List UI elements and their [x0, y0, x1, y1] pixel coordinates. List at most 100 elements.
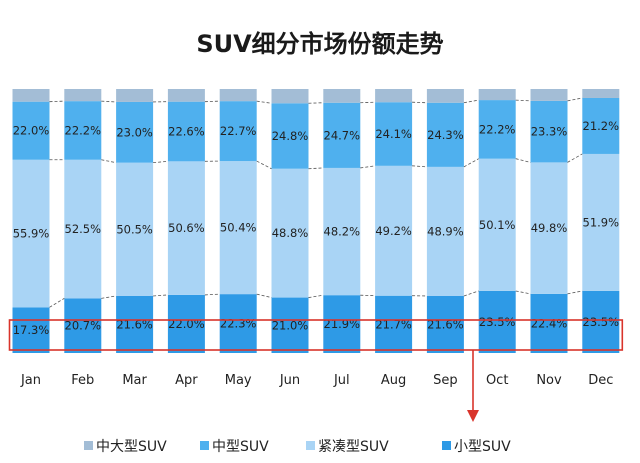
bar-compact-apr — [167, 161, 205, 295]
x-tick-label-apr: Apr — [175, 373, 198, 388]
bar-large-sep — [426, 89, 464, 103]
connector-line — [256, 293, 272, 298]
bar-large-jun — [271, 89, 309, 104]
connector-line — [567, 290, 583, 295]
x-tick-label-mar: Mar — [122, 373, 147, 388]
legend-label-compact: 紧凑型SUV — [318, 438, 389, 455]
legend: 中大型SUV 中型SUV 紧凑型SUV 小型SUV — [84, 438, 511, 455]
data-label-compact-feb: 52.5% — [65, 222, 102, 236]
data-label-midsize-may: 22.7% — [220, 124, 257, 138]
data-label-small-dec: 23.5% — [583, 315, 620, 329]
connector-line — [463, 290, 479, 297]
data-label-compact-apr: 50.6% — [168, 221, 205, 235]
legend-swatch-midsize — [200, 441, 209, 450]
bar-midsize-jan — [12, 101, 50, 160]
bar-small-dec — [582, 290, 620, 353]
data-label-compact-jun: 48.8% — [272, 226, 309, 240]
connector-line — [256, 100, 272, 104]
bar-compact-jan — [12, 159, 50, 308]
connector-line — [360, 101, 376, 104]
data-label-small-nov: 22.4% — [531, 316, 568, 330]
bar-midsize-sep — [426, 102, 464, 167]
bar-small-may — [219, 294, 257, 353]
x-tick-label-dec: Dec — [588, 373, 613, 388]
bar-large-oct — [478, 89, 516, 101]
bars-layer — [12, 89, 620, 353]
connector-line — [101, 295, 117, 299]
bar-compact-oct — [478, 158, 516, 291]
connector-line — [153, 160, 168, 164]
connector-line — [567, 97, 583, 102]
bar-compact-may — [219, 161, 257, 295]
bar-small-jun — [271, 297, 309, 353]
legend-swatch-large — [84, 441, 93, 450]
data-label-midsize-dec: 21.2% — [583, 119, 620, 133]
connector-line — [463, 158, 479, 168]
data-label-compact-jul: 48.2% — [324, 225, 361, 239]
data-label-small-apr: 22.0% — [168, 317, 205, 331]
data-label-midsize-aug: 24.1% — [375, 127, 412, 141]
bar-midsize-feb — [64, 101, 102, 160]
x-tick-label-aug: Aug — [381, 373, 406, 388]
legend-label-midsize: 中型SUV — [212, 439, 269, 455]
connector-line — [360, 165, 376, 169]
bar-midsize-apr — [167, 101, 205, 162]
connector-line — [308, 102, 324, 104]
bar-small-apr — [167, 294, 205, 353]
bar-small-jan — [12, 307, 50, 353]
data-label-small-oct: 23.5% — [479, 315, 516, 329]
legend-label-large: 中大型SUV — [96, 439, 167, 455]
data-label-midsize-mar: 23.0% — [116, 125, 153, 139]
bar-compact-mar — [116, 162, 154, 296]
data-label-midsize-oct: 22.2% — [479, 122, 516, 136]
data-label-midsize-nov: 23.3% — [531, 125, 568, 139]
bar-large-mar — [116, 89, 154, 102]
data-label-small-jul: 21.9% — [324, 317, 361, 331]
x-tick-label-may: May — [225, 373, 252, 388]
bar-compact-dec — [582, 153, 620, 291]
bar-small-mar — [116, 295, 154, 353]
connector-line — [204, 293, 220, 296]
connector-line — [463, 99, 479, 104]
bar-large-apr — [167, 89, 205, 102]
data-label-midsize-feb: 22.2% — [65, 123, 102, 137]
bar-large-feb — [64, 89, 102, 102]
x-axis: Jan Feb Mar Apr May Jun Jul Aug Sep Oct Nov Dec — [20, 373, 613, 388]
bar-small-nov — [530, 293, 568, 353]
connector-line — [49, 100, 65, 103]
data-label-small-sep: 21.6% — [427, 317, 464, 331]
x-tick-label-oct: Oct — [486, 373, 508, 388]
data-label-midsize-jul: 24.7% — [324, 128, 361, 142]
x-tick-label-jul: Jul — [333, 373, 350, 388]
data-label-compact-aug: 49.2% — [375, 224, 412, 238]
connector-line — [515, 99, 531, 102]
bar-large-may — [219, 89, 257, 102]
data-label-small-may: 22.3% — [220, 317, 257, 331]
data-label-small-feb: 20.7% — [65, 319, 102, 333]
data-label-small-mar: 21.6% — [116, 317, 153, 331]
data-label-compact-may: 50.4% — [220, 221, 257, 235]
bar-compact-sep — [426, 166, 464, 296]
bar-small-aug — [375, 295, 413, 353]
bar-midsize-jul — [323, 102, 361, 168]
chart-title: SUV细分市场份额走势 — [196, 30, 443, 58]
legend-swatch-small — [442, 441, 451, 450]
connector-layer — [49, 97, 583, 308]
data-label-compact-sep: 48.9% — [427, 224, 464, 238]
data-label-small-jun: 21.0% — [272, 318, 309, 332]
bar-small-feb — [64, 298, 102, 353]
bar-compact-jul — [323, 167, 361, 296]
bar-midsize-jun — [271, 103, 309, 169]
bar-midsize-aug — [375, 102, 413, 166]
data-label-small-jan: 17.3% — [13, 323, 50, 337]
connector-line — [360, 294, 376, 297]
data-label-midsize-jan: 22.0% — [13, 124, 50, 138]
connector-line — [567, 153, 583, 163]
x-tick-label-sep: Sep — [433, 373, 458, 388]
bar-small-jul — [323, 295, 361, 353]
connector-line — [153, 294, 168, 297]
bar-midsize-mar — [116, 101, 154, 163]
data-label-small-aug: 21.7% — [375, 317, 412, 331]
connector-line — [204, 100, 220, 103]
